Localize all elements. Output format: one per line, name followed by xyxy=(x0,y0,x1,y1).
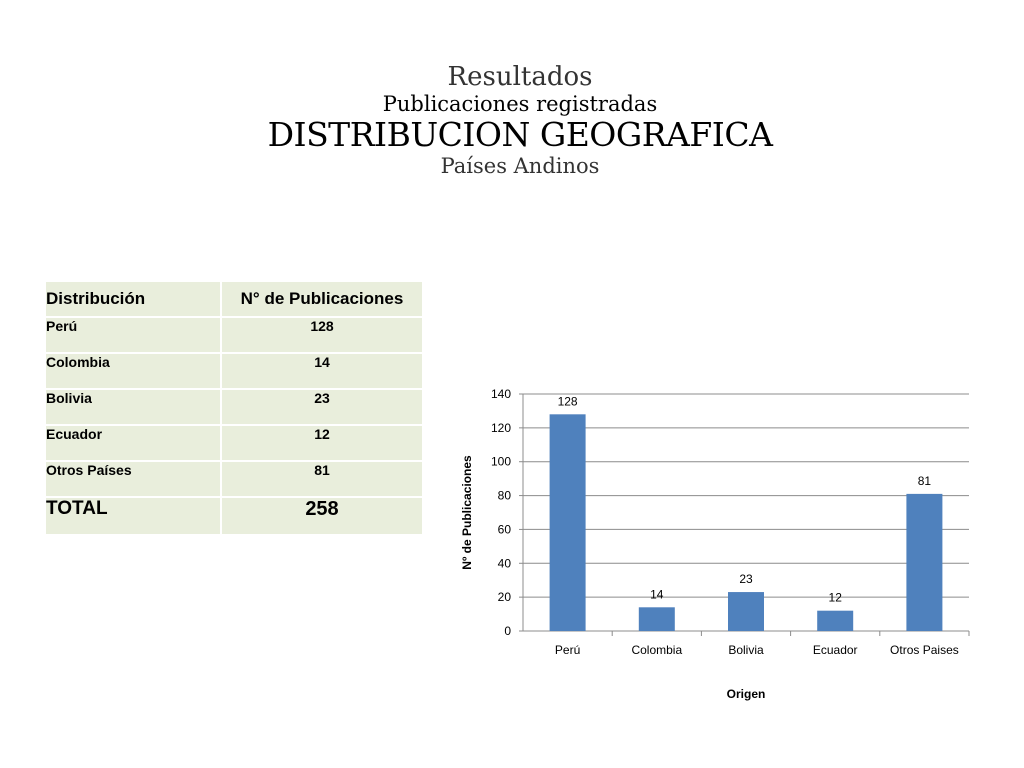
total-label: TOTAL xyxy=(44,496,222,536)
y-tick-label: 140 xyxy=(491,387,511,401)
data-label: 14 xyxy=(650,587,664,601)
y-tick-label: 0 xyxy=(504,624,511,638)
country-cell: Perú xyxy=(44,316,222,354)
y-tick-label: 40 xyxy=(498,556,512,570)
table-row: Colombia 14 xyxy=(44,352,424,390)
y-tick-label: 20 xyxy=(498,590,512,604)
country-cell: Ecuador xyxy=(44,424,222,462)
page-title: Resultados xyxy=(447,62,593,92)
table-row: Perú 128 xyxy=(44,316,424,354)
column-header-publications: N° de Publicaciones xyxy=(220,280,424,318)
column-header-distribution: Distribución xyxy=(44,280,222,318)
x-tick-label: Ecuador xyxy=(813,643,858,657)
y-axis-title: Nº de Publicaciones xyxy=(460,455,474,570)
country-cell: Otros Países xyxy=(44,460,222,498)
page-heading: DISTRIBUCION GEOGRAFICA xyxy=(267,115,773,154)
x-tick-label: Colombia xyxy=(631,643,682,657)
bar xyxy=(638,607,675,631)
y-tick-label: 100 xyxy=(491,455,511,469)
distribution-table: Distribución N° de Publicaciones Perú 12… xyxy=(44,280,424,536)
table-row: Bolivia 23 xyxy=(44,388,424,426)
x-tick-label: Perú xyxy=(555,643,580,657)
count-cell: 81 xyxy=(220,460,424,498)
bar-chart: 0 20 40 60 80 100 120 140 128 Perú 14 Colombia 23 Bol… xyxy=(460,387,970,701)
total-value: 258 xyxy=(220,496,424,536)
table-row: Ecuador 12 xyxy=(44,424,424,462)
bar xyxy=(817,610,854,631)
total-row: TOTAL 258 xyxy=(44,496,424,536)
bar xyxy=(906,493,943,631)
region-label: Países Andinos xyxy=(440,154,600,178)
data-label: 128 xyxy=(558,394,578,408)
y-tick-label: 120 xyxy=(491,421,511,435)
table-row: Otros Países 81 xyxy=(44,460,424,498)
page-subtitle: Publicaciones registradas xyxy=(382,92,658,116)
y-tick-label: 60 xyxy=(498,522,512,536)
country-cell: Colombia xyxy=(44,352,222,390)
count-cell: 14 xyxy=(220,352,424,390)
data-label: 81 xyxy=(918,474,932,488)
bar xyxy=(728,592,764,631)
x-axis-title: Origen xyxy=(727,687,766,701)
x-tick-label: Otros Paises xyxy=(890,643,959,657)
count-cell: 128 xyxy=(220,316,424,354)
table-header-row: Distribución N° de Publicaciones xyxy=(44,280,424,318)
bar xyxy=(549,414,586,631)
country-cell: Bolivia xyxy=(44,388,222,426)
count-cell: 12 xyxy=(220,424,424,462)
count-cell: 23 xyxy=(220,388,424,426)
x-tick-label: Bolivia xyxy=(728,643,764,657)
data-label: 23 xyxy=(739,572,753,586)
title-block: Resultados Publicaciones registradas DIS… xyxy=(0,62,1024,178)
data-label: 12 xyxy=(829,591,843,605)
y-tick-label: 80 xyxy=(498,489,512,503)
